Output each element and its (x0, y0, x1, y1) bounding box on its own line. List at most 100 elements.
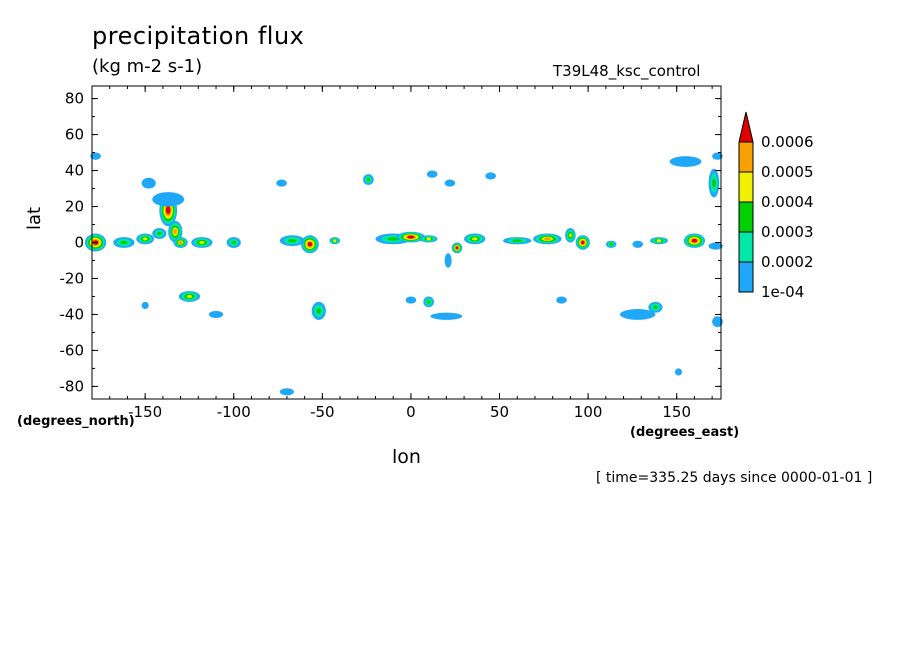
contour-level-6 (407, 235, 415, 239)
precip-cell (311, 301, 326, 320)
contour-level-5 (178, 241, 183, 244)
contour-level-6 (581, 240, 585, 245)
contour-level-4 (568, 233, 572, 238)
contour-level-4 (186, 294, 193, 298)
contour-level-1 (276, 179, 287, 187)
x-tick-label: 100 (574, 403, 603, 421)
precip-cell (712, 152, 723, 160)
precip-cell (708, 168, 720, 198)
contour-level-6 (307, 242, 313, 247)
colorbar-swatch (738, 141, 754, 173)
precip-cell (444, 253, 452, 268)
y-tick-label: 0 (74, 234, 84, 252)
colorbar-label: 0.0002 (761, 253, 814, 271)
precip-cell (168, 220, 183, 243)
contour-level-5 (173, 229, 178, 235)
precip-cell (152, 228, 167, 239)
colorbar-label: 1e-04 (761, 283, 804, 301)
y-tick-label: -20 (60, 269, 85, 287)
x-tick-label: 50 (490, 403, 509, 421)
colorbar-label: 0.0004 (761, 193, 814, 211)
contour-level-1 (708, 242, 723, 250)
precip-cell (451, 242, 463, 254)
precip-cell (683, 233, 706, 248)
contour-level-1 (430, 312, 463, 320)
precip-cell (426, 170, 438, 178)
contour-level-1 (152, 192, 185, 207)
colorbar-label: 0.0005 (761, 163, 814, 181)
precip-cell (226, 237, 241, 248)
precip-cell (152, 192, 185, 207)
contour-level-4 (656, 239, 662, 243)
precip-cell (485, 172, 496, 180)
precip-cell (423, 296, 434, 308)
x-tick-label: -150 (128, 403, 162, 421)
precip-cell (444, 179, 456, 187)
precip-cell (708, 242, 723, 250)
precip-cell (191, 237, 213, 248)
precip-cell (620, 309, 656, 320)
contour-level-5 (543, 237, 551, 241)
contour-level-1 (485, 172, 496, 180)
colorbar-swatch (738, 171, 754, 203)
precip-cell (173, 237, 188, 248)
x-tick-label: -50 (310, 403, 335, 421)
contour-level-4 (472, 237, 478, 241)
run-label: T39L48_ksc_control (553, 62, 701, 80)
precip-cell (533, 233, 562, 245)
precip-cell (464, 233, 486, 245)
precip-cell (430, 312, 463, 320)
y-tick-label: -40 (60, 305, 85, 323)
contour-level-6 (455, 246, 459, 250)
contour-level-4 (142, 237, 148, 241)
precip-cell (674, 368, 683, 376)
contour-level-1 (405, 296, 417, 304)
colorbar: 1e-04 0.0002 0.0003 0.0004 0.0005 0.0006 (738, 111, 814, 301)
precip-cell (396, 231, 426, 243)
colorbar-label: 0.0003 (761, 223, 814, 241)
contour-level-1 (90, 152, 101, 160)
contour-level-1 (141, 177, 156, 189)
contour-level-1 (712, 152, 723, 160)
precip-cell (113, 237, 135, 248)
precip-cell (419, 235, 438, 243)
precip-cell (301, 235, 319, 254)
contour-level-1 (669, 156, 702, 167)
precip-cell (405, 296, 417, 304)
precip-cell (208, 310, 224, 319)
x-tick-label: -100 (217, 403, 251, 421)
precip-cell (329, 237, 341, 245)
contour-level-4 (199, 241, 205, 244)
colorbar-arrow (738, 111, 754, 143)
x-unit-label: (degrees_east) (630, 425, 740, 440)
contour-level-1 (674, 368, 683, 376)
y-tick-label: 20 (65, 198, 84, 216)
precip-cell (575, 235, 590, 250)
chart-units: (kg m-2 s-1) (92, 56, 203, 77)
contour-level-1 (632, 240, 644, 248)
contour-level-3 (366, 177, 371, 182)
precip-cell (279, 235, 305, 247)
contour-level-1 (620, 309, 656, 320)
contour-level-1 (556, 296, 567, 304)
contour-level-6 (165, 206, 171, 215)
precip-cell (648, 301, 663, 313)
precip-cell (556, 296, 567, 304)
y-unit-label: (degrees_north) (17, 414, 135, 429)
chart-title: precipitation flux (92, 22, 305, 50)
precip-cell (712, 316, 723, 328)
contour-level-6 (691, 238, 698, 243)
precip-cell (178, 291, 201, 302)
precip-cell (503, 237, 532, 245)
contour-level-3 (426, 300, 431, 304)
precip-cell (279, 388, 294, 396)
contour-level-4 (426, 237, 431, 241)
contour-level-1 (208, 310, 224, 319)
axes: -150 -100 -50 0 50 100 150 80 60 40 20 0 -20 -40 -60 -8… (60, 86, 721, 421)
precip-cell (90, 152, 101, 160)
contour-level-3 (387, 237, 400, 241)
y-tick-label: -60 (60, 341, 85, 359)
x-tick-label: 0 (406, 403, 416, 421)
contour-level-1 (444, 179, 456, 187)
contour-level-1 (279, 388, 294, 396)
